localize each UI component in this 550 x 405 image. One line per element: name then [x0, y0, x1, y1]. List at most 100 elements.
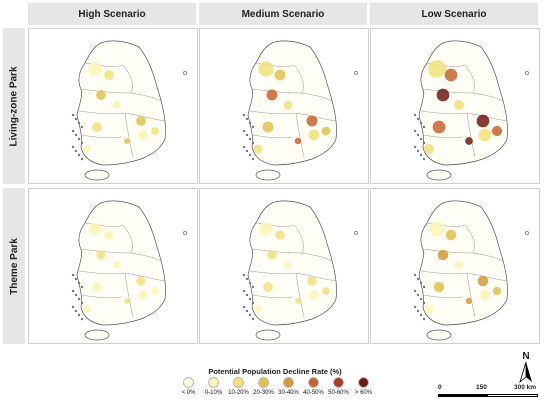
decline-hotspot: [436, 88, 450, 102]
legend-label: 0-10%: [204, 390, 223, 396]
island: [245, 117, 249, 121]
island: [416, 117, 420, 121]
peninsula-outline: [76, 40, 166, 166]
column-header-low: Low Scenario: [370, 3, 538, 25]
island: [422, 157, 426, 161]
decline-hotspot: [151, 287, 159, 295]
island: [419, 281, 423, 285]
legend-item: 10-20%: [226, 377, 251, 396]
decline-hotspot: [151, 127, 159, 135]
decline-hotspot: [267, 250, 277, 260]
legend-swatch: [283, 377, 294, 388]
island: [80, 125, 84, 129]
column-header-medium: Medium Scenario: [199, 3, 367, 25]
korea-map: [413, 40, 529, 181]
island: [71, 305, 75, 309]
island: [74, 293, 78, 297]
island: [74, 277, 78, 281]
decline-hotspot: [283, 100, 293, 110]
legend-title: Potential Population Decline Rate (%): [208, 367, 342, 376]
scale-label-0: 0: [438, 384, 442, 391]
map-panel-theme-low: [370, 188, 540, 344]
decline-hotspot: [429, 221, 445, 237]
island: [251, 301, 255, 305]
decline-hotspot: [92, 282, 102, 292]
decline-hotspot: [433, 281, 445, 293]
column-header-label: Medium Scenario: [241, 8, 325, 20]
decline-hotspot: [294, 137, 302, 145]
decline-hotspot: [258, 61, 274, 77]
island: [77, 153, 81, 157]
decline-hotspot: [492, 286, 502, 296]
decline-hotspot: [262, 121, 274, 133]
decline-hotspot: [479, 289, 491, 301]
island: [248, 121, 252, 125]
island: [422, 285, 426, 289]
province-boundary: [251, 294, 293, 299]
province-boundary: [466, 272, 476, 318]
north-letter: N: [522, 351, 530, 362]
column-header-label: High Scenario: [78, 8, 146, 20]
map-panel-theme-high: [28, 188, 198, 344]
decline-hotspot: [309, 290, 319, 300]
island: [413, 289, 417, 293]
island: [248, 281, 252, 285]
decline-hotspot: [308, 129, 320, 141]
legend-label: 30-40%: [278, 390, 299, 396]
island: [419, 153, 423, 157]
island: [242, 289, 246, 293]
island: [251, 285, 255, 289]
map-panel-theme-medium: [199, 188, 369, 344]
jeju-island: [426, 329, 452, 341]
island: [245, 293, 249, 297]
legend-item: > 60%: [351, 377, 376, 396]
korea-map: [71, 200, 187, 341]
decline-hotspot: [454, 260, 464, 270]
ulleung-island: [183, 71, 187, 75]
decline-hotspot: [428, 60, 446, 78]
legend-label: < 0%: [181, 390, 196, 396]
row-header-living-zone-park: Living-zone Park: [3, 28, 25, 184]
island: [251, 141, 255, 145]
island: [80, 157, 84, 161]
province-boundary: [466, 112, 476, 158]
island: [71, 113, 75, 117]
decline-hotspot: [321, 126, 331, 136]
province-boundary: [295, 112, 305, 158]
column-header-label: Low Scenario: [421, 8, 487, 20]
island: [251, 125, 255, 129]
jeju-island: [84, 329, 110, 341]
legend-swatch: [308, 377, 319, 388]
island: [245, 277, 249, 281]
province-boundary: [80, 294, 122, 299]
jeju-island: [84, 169, 110, 181]
decline-hotspot: [432, 120, 446, 134]
island: [242, 145, 246, 149]
jeju-island: [426, 169, 452, 181]
decline-hotspot: [322, 287, 330, 295]
province-boundary: [422, 294, 464, 299]
ulleung-island: [525, 231, 529, 235]
decline-hotspot: [138, 130, 148, 140]
decline-hotspot: [113, 101, 121, 109]
korea-map: [413, 200, 529, 341]
decline-hotspot: [88, 62, 102, 76]
island: [242, 113, 246, 117]
island: [413, 305, 417, 309]
island: [77, 137, 81, 141]
legend-swatch: [233, 377, 244, 388]
legend-label: 20-30%: [253, 390, 274, 396]
korea-map: [71, 40, 187, 181]
province-boundary: [251, 134, 293, 139]
decline-hotspot: [136, 116, 146, 126]
island: [74, 133, 78, 137]
island: [71, 273, 75, 277]
island: [419, 313, 423, 317]
decline-hotspot: [263, 282, 273, 292]
decline-hotspot: [295, 298, 301, 304]
province-boundary: [422, 248, 504, 262]
decline-hotspot: [306, 115, 318, 127]
legend-swatch: [183, 377, 194, 388]
north-arrow-icon: [519, 361, 532, 384]
island: [413, 129, 417, 133]
